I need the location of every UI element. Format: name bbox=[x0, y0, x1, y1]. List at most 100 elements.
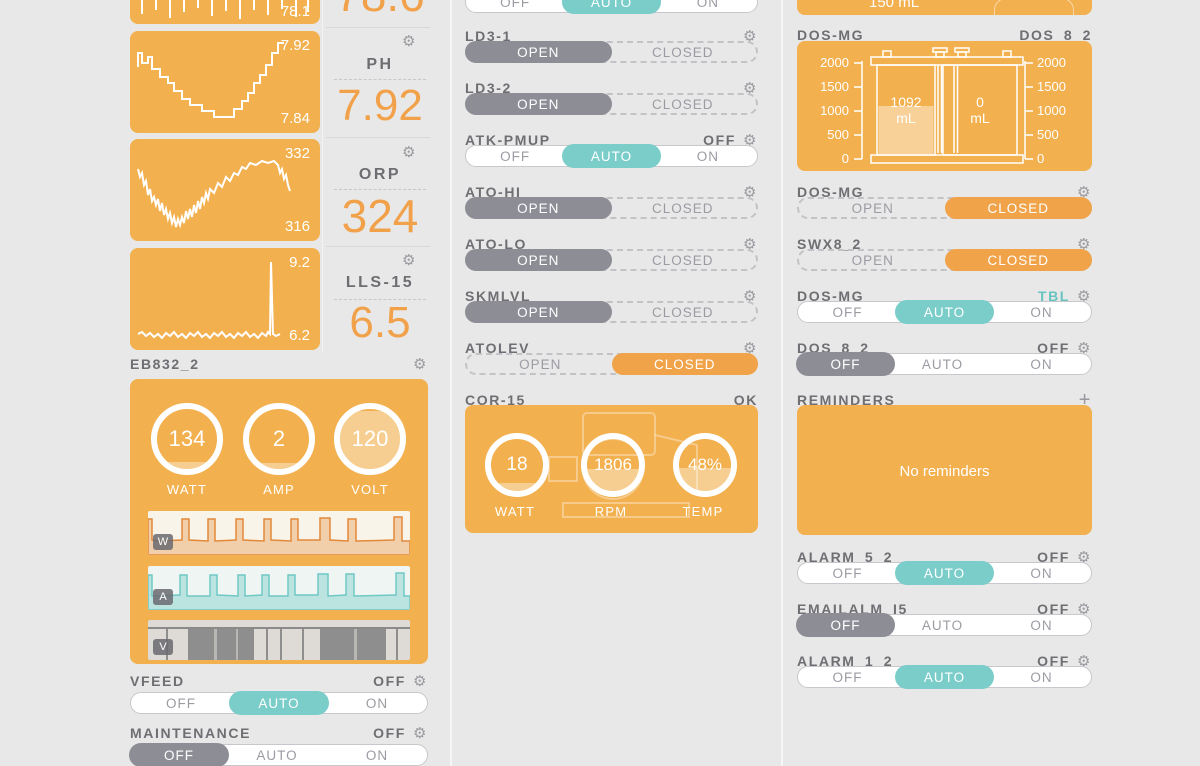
skmlvl-closed-button[interactable]: CLOSED bbox=[651, 304, 714, 320]
gear-icon[interactable]: ⚙ bbox=[742, 26, 758, 45]
gauge-label: AMP bbox=[263, 482, 295, 497]
alarm-1-2-header: ALARM_1_2 OFF ⚙ bbox=[797, 653, 1092, 669]
temperature-graph-tile[interactable]: 78.1 bbox=[130, 0, 320, 24]
eb832-title: EB832_2 bbox=[130, 356, 200, 372]
gear-icon[interactable]: ⚙ bbox=[742, 234, 758, 253]
cor-15-header: COR-15 OK bbox=[465, 392, 758, 408]
emailalm-auto-button[interactable]: AUTO bbox=[921, 617, 964, 633]
gear-icon[interactable]: ⚙ bbox=[742, 182, 758, 201]
readout-divider bbox=[326, 137, 430, 138]
gear-icon[interactable]: ⚙ bbox=[1076, 599, 1092, 618]
ld3-1-open-button[interactable]: OPEN bbox=[465, 41, 612, 63]
gear-icon[interactable]: ⚙ bbox=[742, 338, 758, 357]
partial-pill-outline bbox=[994, 0, 1074, 15]
tank-title-right: DOS_8_2 bbox=[1019, 27, 1092, 43]
dos-8-2-toggle: OFF AUTO ON bbox=[796, 352, 1092, 376]
ato-lo-closed-button[interactable]: CLOSED bbox=[651, 252, 714, 268]
lls-graph-tile[interactable]: 9.2 6.2 bbox=[130, 248, 320, 350]
skmlvl-open-button[interactable]: OPEN bbox=[465, 301, 612, 323]
dos-mg-open-button[interactable]: OPEN bbox=[851, 200, 894, 216]
ld3-1-title: LD3-1 bbox=[465, 28, 512, 44]
gear-icon[interactable]: ⚙ bbox=[1076, 286, 1092, 305]
watt-strip-chart: W bbox=[148, 511, 410, 555]
ato-lo-open-button[interactable]: OPEN bbox=[465, 249, 612, 271]
top-on-button[interactable]: ON bbox=[696, 0, 719, 10]
gear-icon[interactable]: ⚙ bbox=[742, 78, 758, 97]
atk-pmup-on-button[interactable]: ON bbox=[696, 148, 719, 164]
emailalm-off-button[interactable]: OFF bbox=[796, 613, 895, 637]
gear-icon[interactable]: ⚙ bbox=[1076, 651, 1092, 670]
alarm-5-2-on-button[interactable]: ON bbox=[1030, 565, 1053, 581]
vfeed-on-button[interactable]: ON bbox=[365, 695, 389, 711]
gauge-value: 134 bbox=[168, 426, 206, 451]
gauge-fill bbox=[340, 411, 400, 469]
maintenance-on-button[interactable]: ON bbox=[365, 747, 389, 763]
svg-text:1500: 1500 bbox=[820, 79, 849, 94]
gear-icon[interactable]: ⚙ bbox=[742, 130, 758, 149]
alarm-1-2-auto-button[interactable]: AUTO bbox=[895, 665, 994, 689]
emailalm-on-button[interactable]: ON bbox=[1030, 617, 1053, 633]
swx8-2-open-button[interactable]: OPEN bbox=[851, 252, 894, 268]
gauge-fill bbox=[491, 482, 543, 491]
alarm-5-2-off-button[interactable]: OFF bbox=[832, 565, 863, 581]
skmlvl-title: SKMLVL bbox=[465, 288, 532, 304]
ld3-1-closed-button[interactable]: CLOSED bbox=[651, 44, 714, 60]
atolev-closed-button[interactable]: CLOSED bbox=[611, 353, 758, 375]
atk-pmup-title: ATK-PMUP bbox=[465, 132, 551, 148]
alarm-1-2-on-button[interactable]: ON bbox=[1030, 669, 1053, 685]
volt-strip-badge: V bbox=[153, 639, 173, 655]
dos-8-2-off-button[interactable]: OFF bbox=[796, 352, 895, 376]
ph-graph-tile[interactable]: 7.92 7.84 bbox=[130, 31, 320, 133]
gear-icon[interactable]: ⚙ bbox=[1076, 547, 1092, 566]
gear-icon[interactable]: ⚙ bbox=[412, 723, 428, 742]
dosing-tank-panel[interactable]: 2000 1500 1000 500 0 2000 1500 1000 500 … bbox=[797, 41, 1092, 171]
ato-hi-open-button[interactable]: OPEN bbox=[465, 197, 612, 219]
gear-icon[interactable]: ⚙ bbox=[1076, 234, 1092, 253]
column-divider-2 bbox=[781, 0, 783, 766]
gear-icon[interactable]: ⚙ bbox=[742, 286, 758, 305]
atk-pmup-auto-button[interactable]: AUTO bbox=[562, 144, 661, 168]
gear-icon[interactable]: ⚙ bbox=[412, 671, 428, 690]
top-off-button[interactable]: OFF bbox=[500, 0, 531, 10]
dos-mg-closed-button[interactable]: CLOSED bbox=[944, 197, 1092, 219]
dos-8-2-on-button[interactable]: ON bbox=[1030, 356, 1053, 372]
atolev-open-button[interactable]: OPEN bbox=[519, 356, 562, 372]
tank-title-left: DOS-MG bbox=[797, 27, 865, 43]
swx8-2-switch: OPEN CLOSED bbox=[797, 249, 1092, 271]
cor-15-panel[interactable]: 18 WATT 1806 RPM 48% TEMP bbox=[465, 405, 758, 533]
maintenance-toggle: OFF AUTO ON bbox=[129, 743, 428, 766]
alarm-5-2-auto-button[interactable]: AUTO bbox=[895, 561, 994, 585]
ph-readout-value: 7.92 bbox=[337, 81, 423, 130]
gear-icon[interactable]: ⚙ bbox=[402, 32, 416, 50]
top-auto-button[interactable]: AUTO bbox=[562, 0, 661, 14]
gear-icon[interactable]: ⚙ bbox=[1076, 338, 1092, 357]
gear-icon[interactable]: ⚙ bbox=[402, 251, 416, 269]
svg-text:1000: 1000 bbox=[820, 103, 849, 118]
column-divider-1 bbox=[450, 0, 452, 766]
temperature-readout-value: 78.6 bbox=[324, 0, 436, 18]
gear-icon[interactable]: ⚙ bbox=[1076, 182, 1092, 201]
maintenance-off-button[interactable]: OFF bbox=[129, 743, 229, 766]
dos-mg-off-button[interactable]: OFF bbox=[832, 304, 863, 320]
tank-graphic: 2000 1500 1000 500 0 2000 1500 1000 500 … bbox=[820, 47, 1066, 166]
dos-8-2-auto-button[interactable]: AUTO bbox=[921, 356, 964, 372]
orp-graph-tile[interactable]: 332 316 bbox=[130, 139, 320, 241]
vfeed-auto-button[interactable]: AUTO bbox=[229, 691, 329, 715]
vfeed-off-button[interactable]: OFF bbox=[166, 695, 196, 711]
dos-mg-on-button[interactable]: ON bbox=[1030, 304, 1053, 320]
maintenance-auto-button[interactable]: AUTO bbox=[256, 747, 298, 763]
dos-mg-auto-button[interactable]: AUTO bbox=[895, 300, 994, 324]
reminders-panel[interactable]: No reminders bbox=[797, 405, 1092, 535]
atk-pmup-off-button[interactable]: OFF bbox=[500, 148, 531, 164]
gear-icon[interactable]: ⚙ bbox=[402, 143, 416, 161]
gear-icon[interactable]: ⚙ bbox=[412, 354, 428, 373]
ld3-2-closed-button[interactable]: CLOSED bbox=[651, 96, 714, 112]
add-reminder-icon[interactable]: + bbox=[1078, 389, 1092, 411]
partial-dosing-panel[interactable]: 150 mL bbox=[797, 0, 1092, 15]
eb832-panel[interactable]: 134 WATT 2 AMP 120 VOLT W bbox=[130, 379, 428, 664]
ld3-2-open-button[interactable]: OPEN bbox=[465, 93, 612, 115]
swx8-2-closed-button[interactable]: CLOSED bbox=[944, 249, 1092, 271]
graph-min-value: 6.2 bbox=[289, 327, 310, 344]
alarm-1-2-off-button[interactable]: OFF bbox=[832, 669, 863, 685]
ato-hi-closed-button[interactable]: CLOSED bbox=[651, 200, 714, 216]
